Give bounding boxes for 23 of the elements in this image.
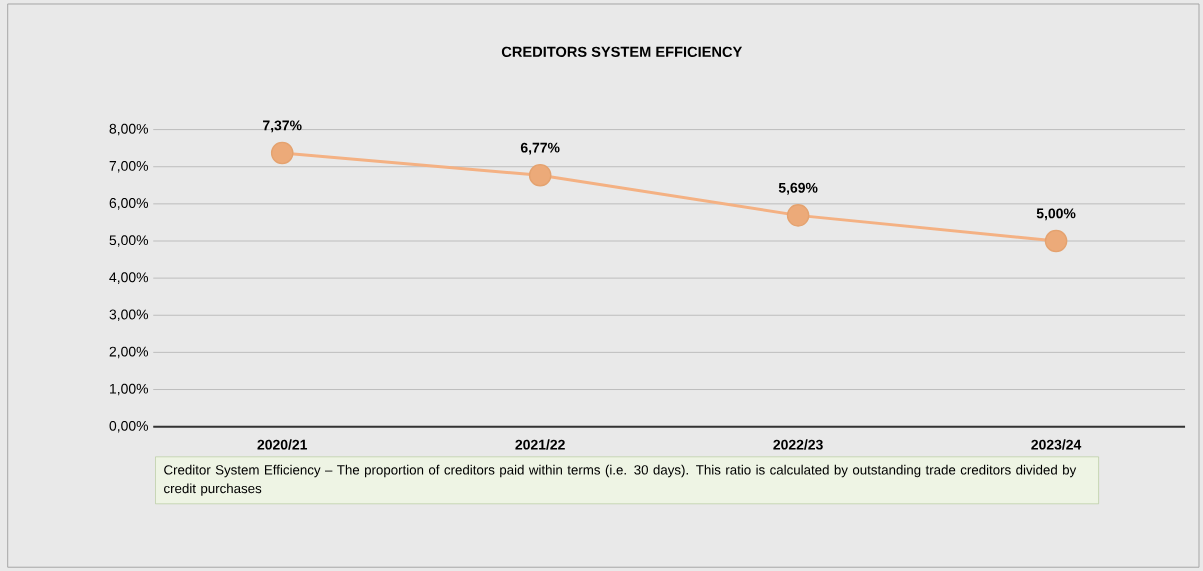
y-tick-label: 4,00% (109, 272, 149, 284)
data-label: 5,69% (778, 182, 818, 195)
x-tick-label: 2020/21 (257, 439, 308, 450)
y-tick-label: 6,00% (109, 197, 149, 210)
y-tick-label: 7,00% (109, 160, 149, 173)
data-label: 7,37% (263, 120, 302, 133)
x-tick-label: 2021/22 (515, 439, 565, 450)
y-tick-label: 5,00% (109, 235, 149, 247)
y-tick-label: 0,00% (109, 420, 149, 433)
chart-title: CREDITORS SYSTEM EFFICIENCY (501, 46, 743, 57)
x-tick-label: 2023/24 (1031, 439, 1082, 450)
point (1044, 229, 1068, 253)
y-tick-label: 1,00% (110, 383, 149, 396)
point (528, 163, 552, 187)
x-tick-label: 2022/23 (773, 439, 823, 450)
point (786, 203, 810, 227)
text: Creditor System Efficiency – The proportion of creditors paid within terms (i.e. 30 days). This ratio is calculated by outstanding trade creditors divided by credit purchases (164, 464, 1077, 496)
data-label: 5,00% (1036, 208, 1076, 221)
y-tick-label: 8,00% (109, 123, 149, 136)
y-tick-label: 3,00% (109, 309, 149, 321)
point (270, 141, 294, 165)
y-tick-label: 2,00% (109, 346, 149, 359)
data-label: 6,77% (520, 142, 560, 155)
